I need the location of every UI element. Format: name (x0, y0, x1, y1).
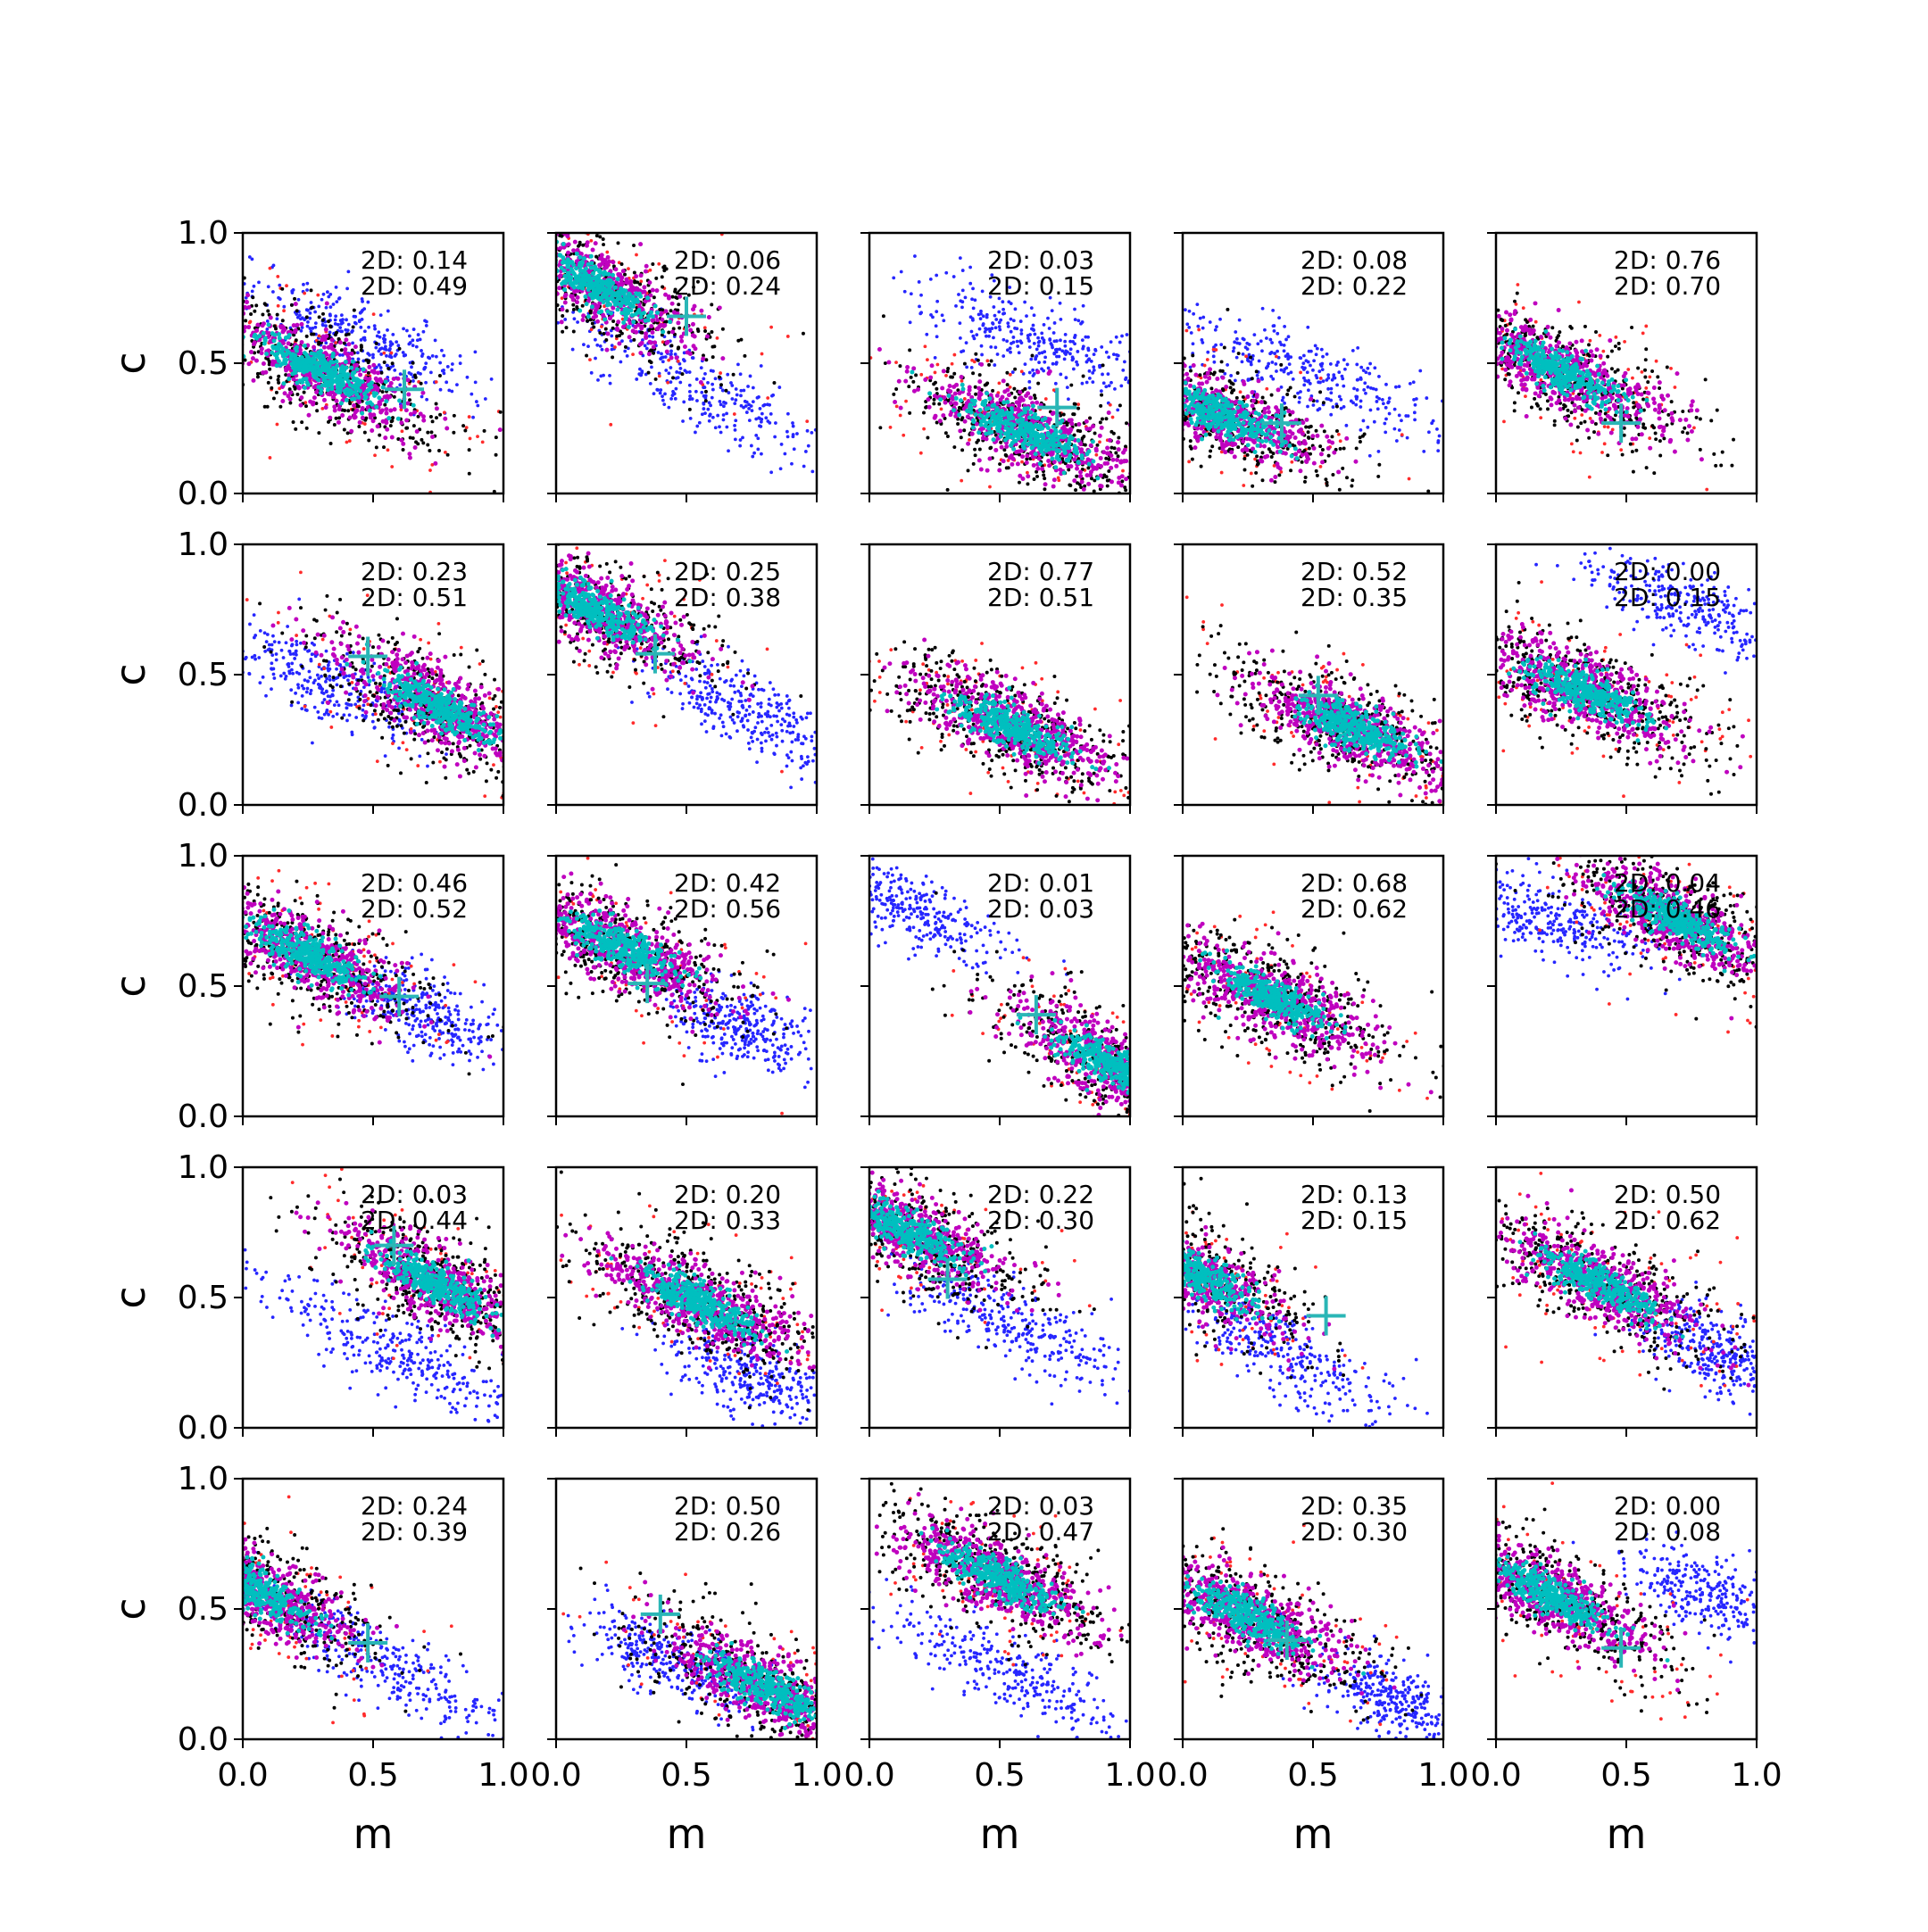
y-tick-label: 1.0 (178, 527, 229, 563)
y-tick-label: 0.0 (178, 1410, 229, 1447)
annotation-text: 2D: 0.39 (361, 1517, 468, 1546)
annotation-text: 2D: 0.51 (361, 583, 468, 612)
annotation-text: 2D: 0.26 (674, 1517, 781, 1546)
x-tick-label: 1.0 (1104, 1757, 1155, 1794)
x-tick-label: 0.5 (347, 1757, 398, 1794)
y-tick-label: 0.0 (178, 476, 229, 512)
annotation-text: 2D: 0.46 (1614, 894, 1721, 924)
x-tick-label: 0.5 (661, 1757, 711, 1794)
x-tick-label: 1.0 (791, 1757, 842, 1794)
y-tick-label: 1.0 (178, 1149, 229, 1186)
annotation-text: 2D: 0.49 (361, 271, 468, 301)
x-tick-label: 1.0 (478, 1757, 528, 1794)
x-tick-label: 0.0 (1157, 1757, 1208, 1794)
annotation-text: 2D: 0.30 (987, 1206, 1094, 1235)
x-axis-label: m (1293, 1810, 1334, 1858)
x-axis-label: m (1607, 1810, 1647, 1858)
x-tick-label: 1.0 (1731, 1757, 1782, 1794)
annotation-text: 2D: 0.15 (1614, 583, 1721, 612)
annotation-text: 2D: 0.51 (987, 583, 1094, 612)
annotation-text: 2D: 0.22 (1301, 271, 1408, 301)
annotation-text: 2D: 0.47 (987, 1517, 1094, 1546)
x-tick-label: 0.0 (1470, 1757, 1521, 1794)
y-axis-label: c (106, 1597, 154, 1620)
y-tick-label: 0.5 (178, 345, 229, 382)
y-axis-label: c (106, 974, 154, 997)
y-tick-label: 0.5 (178, 968, 229, 1005)
x-tick-label: 0.5 (974, 1757, 1025, 1794)
annotation-text: 2D: 0.56 (674, 894, 781, 924)
annotation-text: 2D: 0.44 (361, 1206, 468, 1235)
annotation-text: 2D: 0.35 (1301, 583, 1408, 612)
x-tick-label: 0.0 (217, 1757, 268, 1794)
y-axis-label: c (106, 352, 154, 374)
annotation-text: 2D: 0.15 (987, 271, 1094, 301)
annotation-text: 2D: 0.03 (987, 894, 1094, 924)
y-tick-label: 0.5 (178, 1280, 229, 1316)
y-tick-label: 0.5 (178, 1591, 229, 1628)
y-tick-label: 0.0 (178, 1099, 229, 1135)
annotation-text: 2D: 0.38 (674, 583, 781, 612)
annotation-text: 2D: 0.08 (1614, 1517, 1721, 1546)
annotation-text: 2D: 0.30 (1301, 1517, 1408, 1546)
x-tick-label: 0.0 (530, 1757, 581, 1794)
x-tick-label: 1.0 (1417, 1757, 1468, 1794)
annotation-text: 2D: 0.15 (1301, 1206, 1408, 1235)
x-axis-label: m (980, 1810, 1020, 1858)
y-tick-label: 1.0 (178, 1461, 229, 1497)
annotation-text: 2D: 0.33 (674, 1206, 781, 1235)
y-tick-label: 0.5 (178, 657, 229, 693)
y-tick-label: 1.0 (178, 838, 229, 875)
x-axis-label: m (667, 1810, 707, 1858)
x-tick-label: 0.5 (1600, 1757, 1651, 1794)
y-axis-label: c (106, 1286, 154, 1308)
x-tick-label: 0.5 (1287, 1757, 1338, 1794)
y-axis-label: c (106, 663, 154, 685)
annotation-text: 2D: 0.24 (674, 271, 781, 301)
y-tick-label: 0.0 (178, 1721, 229, 1758)
annotation-text: 2D: 0.52 (361, 894, 468, 924)
annotation-text: 2D: 0.62 (1614, 1206, 1721, 1235)
y-tick-label: 0.0 (178, 787, 229, 824)
y-tick-label: 1.0 (178, 215, 229, 252)
annotation-text: 2D: 0.70 (1614, 271, 1721, 301)
x-axis-label: m (353, 1810, 394, 1858)
annotation-text: 2D: 0.62 (1301, 894, 1408, 924)
x-tick-label: 0.0 (844, 1757, 894, 1794)
